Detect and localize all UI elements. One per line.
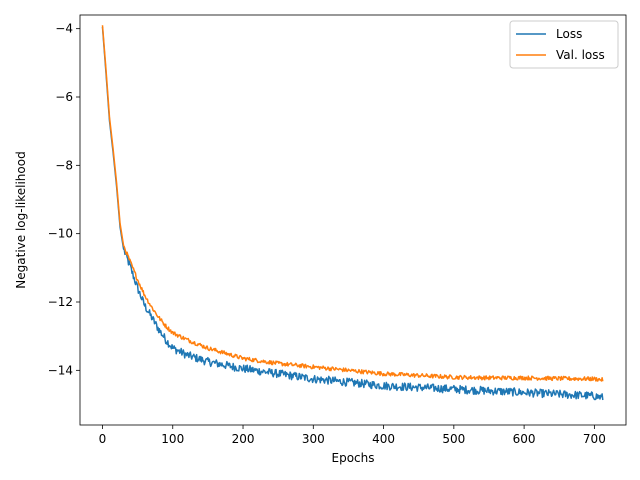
x-tick-label: 700 <box>583 432 606 446</box>
y-tick-label: −6 <box>55 90 73 104</box>
x-tick-label: 0 <box>99 432 107 446</box>
legend-label-loss: Loss <box>556 27 582 41</box>
y-tick-label: −10 <box>48 227 73 241</box>
plot-area <box>80 15 626 425</box>
series-line-0 <box>101 26 604 401</box>
x-tick-label: 300 <box>302 432 325 446</box>
x-tick-label: 100 <box>161 432 184 446</box>
series-layer <box>101 25 604 401</box>
y-tick-label: −8 <box>55 158 73 172</box>
legend-box <box>509 20 619 69</box>
legend: Loss Val. loss <box>509 20 619 69</box>
x-tick-label: 400 <box>372 432 395 446</box>
y-axis: −4 −6 −8 −10 −12 −14 <box>48 22 80 377</box>
series-line-1 <box>101 25 604 382</box>
legend-label-val-loss: Val. loss <box>556 48 605 62</box>
x-tick-label: 600 <box>513 432 536 446</box>
y-tick-label: −4 <box>55 22 73 36</box>
x-axis: 0 100 200 300 400 500 600 700 <box>99 425 606 446</box>
y-axis-label: Negative log-likelihood <box>14 151 28 288</box>
x-tick-label: 200 <box>232 432 255 446</box>
x-tick-label: 500 <box>442 432 465 446</box>
y-tick-label: −14 <box>48 363 73 377</box>
x-axis-label: Epochs <box>332 451 375 465</box>
y-tick-label: −12 <box>48 295 73 309</box>
plot-frame <box>79 14 627 426</box>
